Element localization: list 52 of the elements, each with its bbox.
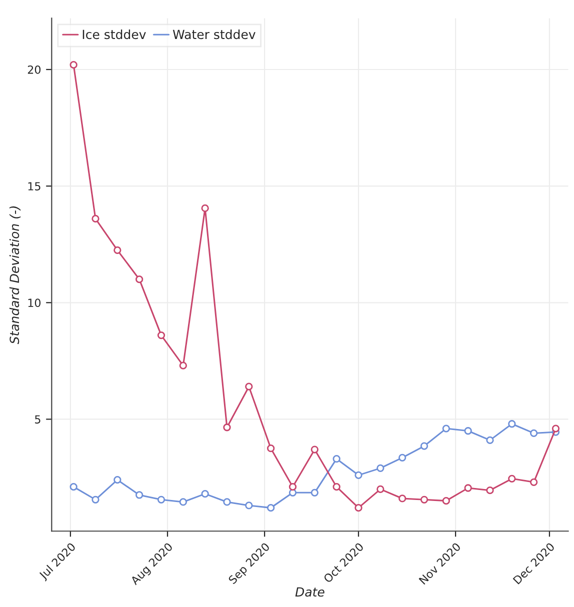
- point: [136, 491, 144, 499]
- point: [267, 444, 275, 452]
- point: [552, 424, 560, 432]
- y-tick-label: 20: [28, 65, 41, 74]
- point: [354, 471, 362, 479]
- point: [376, 464, 384, 472]
- point: [114, 246, 122, 254]
- point: [267, 504, 275, 512]
- point: [376, 485, 384, 493]
- y-axis-title: Standard Deviation (-): [9, 206, 21, 344]
- point: [310, 488, 318, 496]
- point: [288, 483, 297, 491]
- legend-label: Water stddev: [172, 29, 256, 40]
- point: [179, 498, 187, 506]
- legend-label: Ice stddev: [82, 29, 146, 40]
- point: [332, 483, 340, 491]
- y-tick-label: 10: [28, 298, 41, 308]
- point: [354, 504, 362, 512]
- point: [420, 496, 428, 504]
- point: [136, 276, 144, 284]
- point: [420, 442, 428, 450]
- point: [530, 478, 538, 486]
- point: [157, 331, 166, 340]
- point: [223, 498, 231, 506]
- point: [201, 490, 209, 498]
- point: [92, 214, 100, 223]
- x-axis-title: Date: [295, 587, 324, 597]
- point: [70, 61, 78, 69]
- point: [486, 436, 494, 444]
- point: [442, 496, 450, 505]
- point: [245, 382, 253, 390]
- point: [223, 424, 231, 432]
- y-tick-label: 5: [35, 415, 40, 424]
- point: [70, 483, 78, 491]
- point: [92, 496, 100, 504]
- y-tick-label: 15: [28, 182, 40, 190]
- point: [398, 494, 406, 502]
- point: [157, 496, 166, 504]
- point: [508, 420, 516, 428]
- point: [201, 204, 209, 212]
- point: [310, 446, 318, 454]
- point: [398, 454, 406, 462]
- point: [464, 484, 472, 492]
- point: [179, 362, 187, 370]
- point: [245, 502, 253, 510]
- point: [530, 429, 538, 438]
- point: [442, 424, 450, 432]
- point: [508, 474, 516, 482]
- point: [332, 455, 340, 463]
- point: [114, 476, 122, 484]
- point: [486, 486, 494, 494]
- point: [464, 427, 472, 435]
